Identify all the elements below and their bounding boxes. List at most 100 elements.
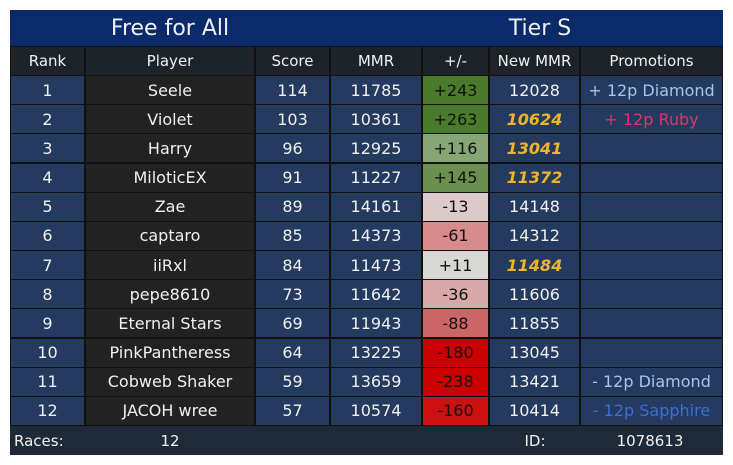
score-cell: 84 xyxy=(255,250,330,281)
mmr-cell: 10574 xyxy=(330,395,422,426)
rank-cell: 3 xyxy=(10,133,85,164)
delta-cell: -36 xyxy=(422,279,489,310)
score-cell: 73 xyxy=(255,279,330,310)
new-mmr-cell: 11372 xyxy=(489,162,580,193)
delta-cell: -13 xyxy=(422,191,489,222)
score-cell: 89 xyxy=(255,191,330,222)
rank-cell: 12 xyxy=(10,395,85,426)
promotion-cell: + 12p Ruby xyxy=(580,104,723,135)
score-cell: 91 xyxy=(255,162,330,193)
new-mmr-cell: 14148 xyxy=(489,191,580,222)
delta-cell: +263 xyxy=(422,104,489,135)
score-cell: 85 xyxy=(255,220,330,251)
score-cell: 103 xyxy=(255,104,330,135)
delta-cell: -160 xyxy=(422,395,489,426)
promotion-cell: + 12p Diamond xyxy=(580,75,723,106)
mmr-cell: 12925 xyxy=(330,133,422,164)
score-cell: 96 xyxy=(255,133,330,164)
mmr-cell: 11943 xyxy=(330,308,422,339)
score-cell: 69 xyxy=(255,308,330,339)
delta-cell: -61 xyxy=(422,220,489,251)
rank-cell: 8 xyxy=(10,279,85,310)
new-mmr-cell: 10414 xyxy=(489,395,580,426)
tier: Tier S xyxy=(508,15,572,41)
new-mmr-cell: 13421 xyxy=(489,366,580,397)
promotion-cell xyxy=(580,220,723,251)
mmr-cell: 11785 xyxy=(330,75,422,106)
rank-cell: 5 xyxy=(10,191,85,222)
promotion-cell xyxy=(580,337,723,368)
score-cell: 114 xyxy=(255,75,330,106)
header-bar xyxy=(10,10,723,46)
mmr-cell: 13659 xyxy=(330,366,422,397)
promotion-cell xyxy=(580,279,723,310)
new-mmr-cell: 10624 xyxy=(489,104,580,135)
delta-cell: -238 xyxy=(422,366,489,397)
rank-cell: 7 xyxy=(10,250,85,281)
player-cell: Eternal Stars xyxy=(85,308,255,339)
new-mmr-cell: 14312 xyxy=(489,220,580,251)
promotion-cell xyxy=(580,191,723,222)
delta-cell: +145 xyxy=(422,162,489,193)
player-cell: Harry xyxy=(85,133,255,164)
column-header: Score xyxy=(255,46,330,76)
player-cell: JACOH wree xyxy=(85,395,255,426)
id: 1078613 xyxy=(616,431,684,450)
promotion-cell: - 12p Diamond xyxy=(580,366,723,397)
rank-cell: 2 xyxy=(10,104,85,135)
column-header: Rank xyxy=(10,46,85,76)
title: Free for All xyxy=(110,15,230,41)
promotion-cell xyxy=(580,133,723,164)
player-cell: PinkPantheress xyxy=(85,337,255,368)
score-cell: 59 xyxy=(255,366,330,397)
column-header: New MMR xyxy=(489,46,580,76)
id-label: ID: xyxy=(524,431,546,450)
footer-bar xyxy=(10,426,723,455)
rank-cell: 4 xyxy=(10,162,85,193)
score-cell: 57 xyxy=(255,395,330,426)
new-mmr-cell: 11855 xyxy=(489,308,580,339)
mmr-cell: 14161 xyxy=(330,191,422,222)
delta-cell: +11 xyxy=(422,250,489,281)
new-mmr-cell: 11606 xyxy=(489,279,580,310)
player-cell: pepe8610 xyxy=(85,279,255,310)
column-header: MMR xyxy=(330,46,422,76)
player-cell: MiloticEX xyxy=(85,162,255,193)
races-label: Races: xyxy=(14,431,64,450)
promotion-cell: - 12p Sapphire xyxy=(580,395,723,426)
promotion-cell xyxy=(580,308,723,339)
mmr-cell: 10361 xyxy=(330,104,422,135)
delta-cell: +243 xyxy=(422,75,489,106)
column-header: +/- xyxy=(422,46,489,76)
new-mmr-cell: 13045 xyxy=(489,337,580,368)
player-cell: Violet xyxy=(85,104,255,135)
new-mmr-cell: 12028 xyxy=(489,75,580,106)
delta-cell: +116 xyxy=(422,133,489,164)
promotion-cell xyxy=(580,162,723,193)
score-cell: 64 xyxy=(255,337,330,368)
column-header: Player xyxy=(85,46,255,76)
mmr-cell: 14373 xyxy=(330,220,422,251)
player-cell: Cobweb Shaker xyxy=(85,366,255,397)
rank-cell: 1 xyxy=(10,75,85,106)
player-cell: iiRxl xyxy=(85,250,255,281)
rank-cell: 9 xyxy=(10,308,85,339)
column-header: Promotions xyxy=(580,46,723,76)
delta-cell: -180 xyxy=(422,337,489,368)
mmr-cell: 13225 xyxy=(330,337,422,368)
player-cell: Zae xyxy=(85,191,255,222)
new-mmr-cell: 11484 xyxy=(489,250,580,281)
player-cell: captaro xyxy=(85,220,255,251)
mmr-cell: 11473 xyxy=(330,250,422,281)
races: 12 xyxy=(160,431,180,450)
delta-cell: -88 xyxy=(422,308,489,339)
rank-cell: 10 xyxy=(10,337,85,368)
rank-cell: 6 xyxy=(10,220,85,251)
mmr-cell: 11642 xyxy=(330,279,422,310)
new-mmr-cell: 13041 xyxy=(489,133,580,164)
rank-cell: 11 xyxy=(10,366,85,397)
player-cell: Seele xyxy=(85,75,255,106)
promotion-cell xyxy=(580,250,723,281)
mmr-cell: 11227 xyxy=(330,162,422,193)
